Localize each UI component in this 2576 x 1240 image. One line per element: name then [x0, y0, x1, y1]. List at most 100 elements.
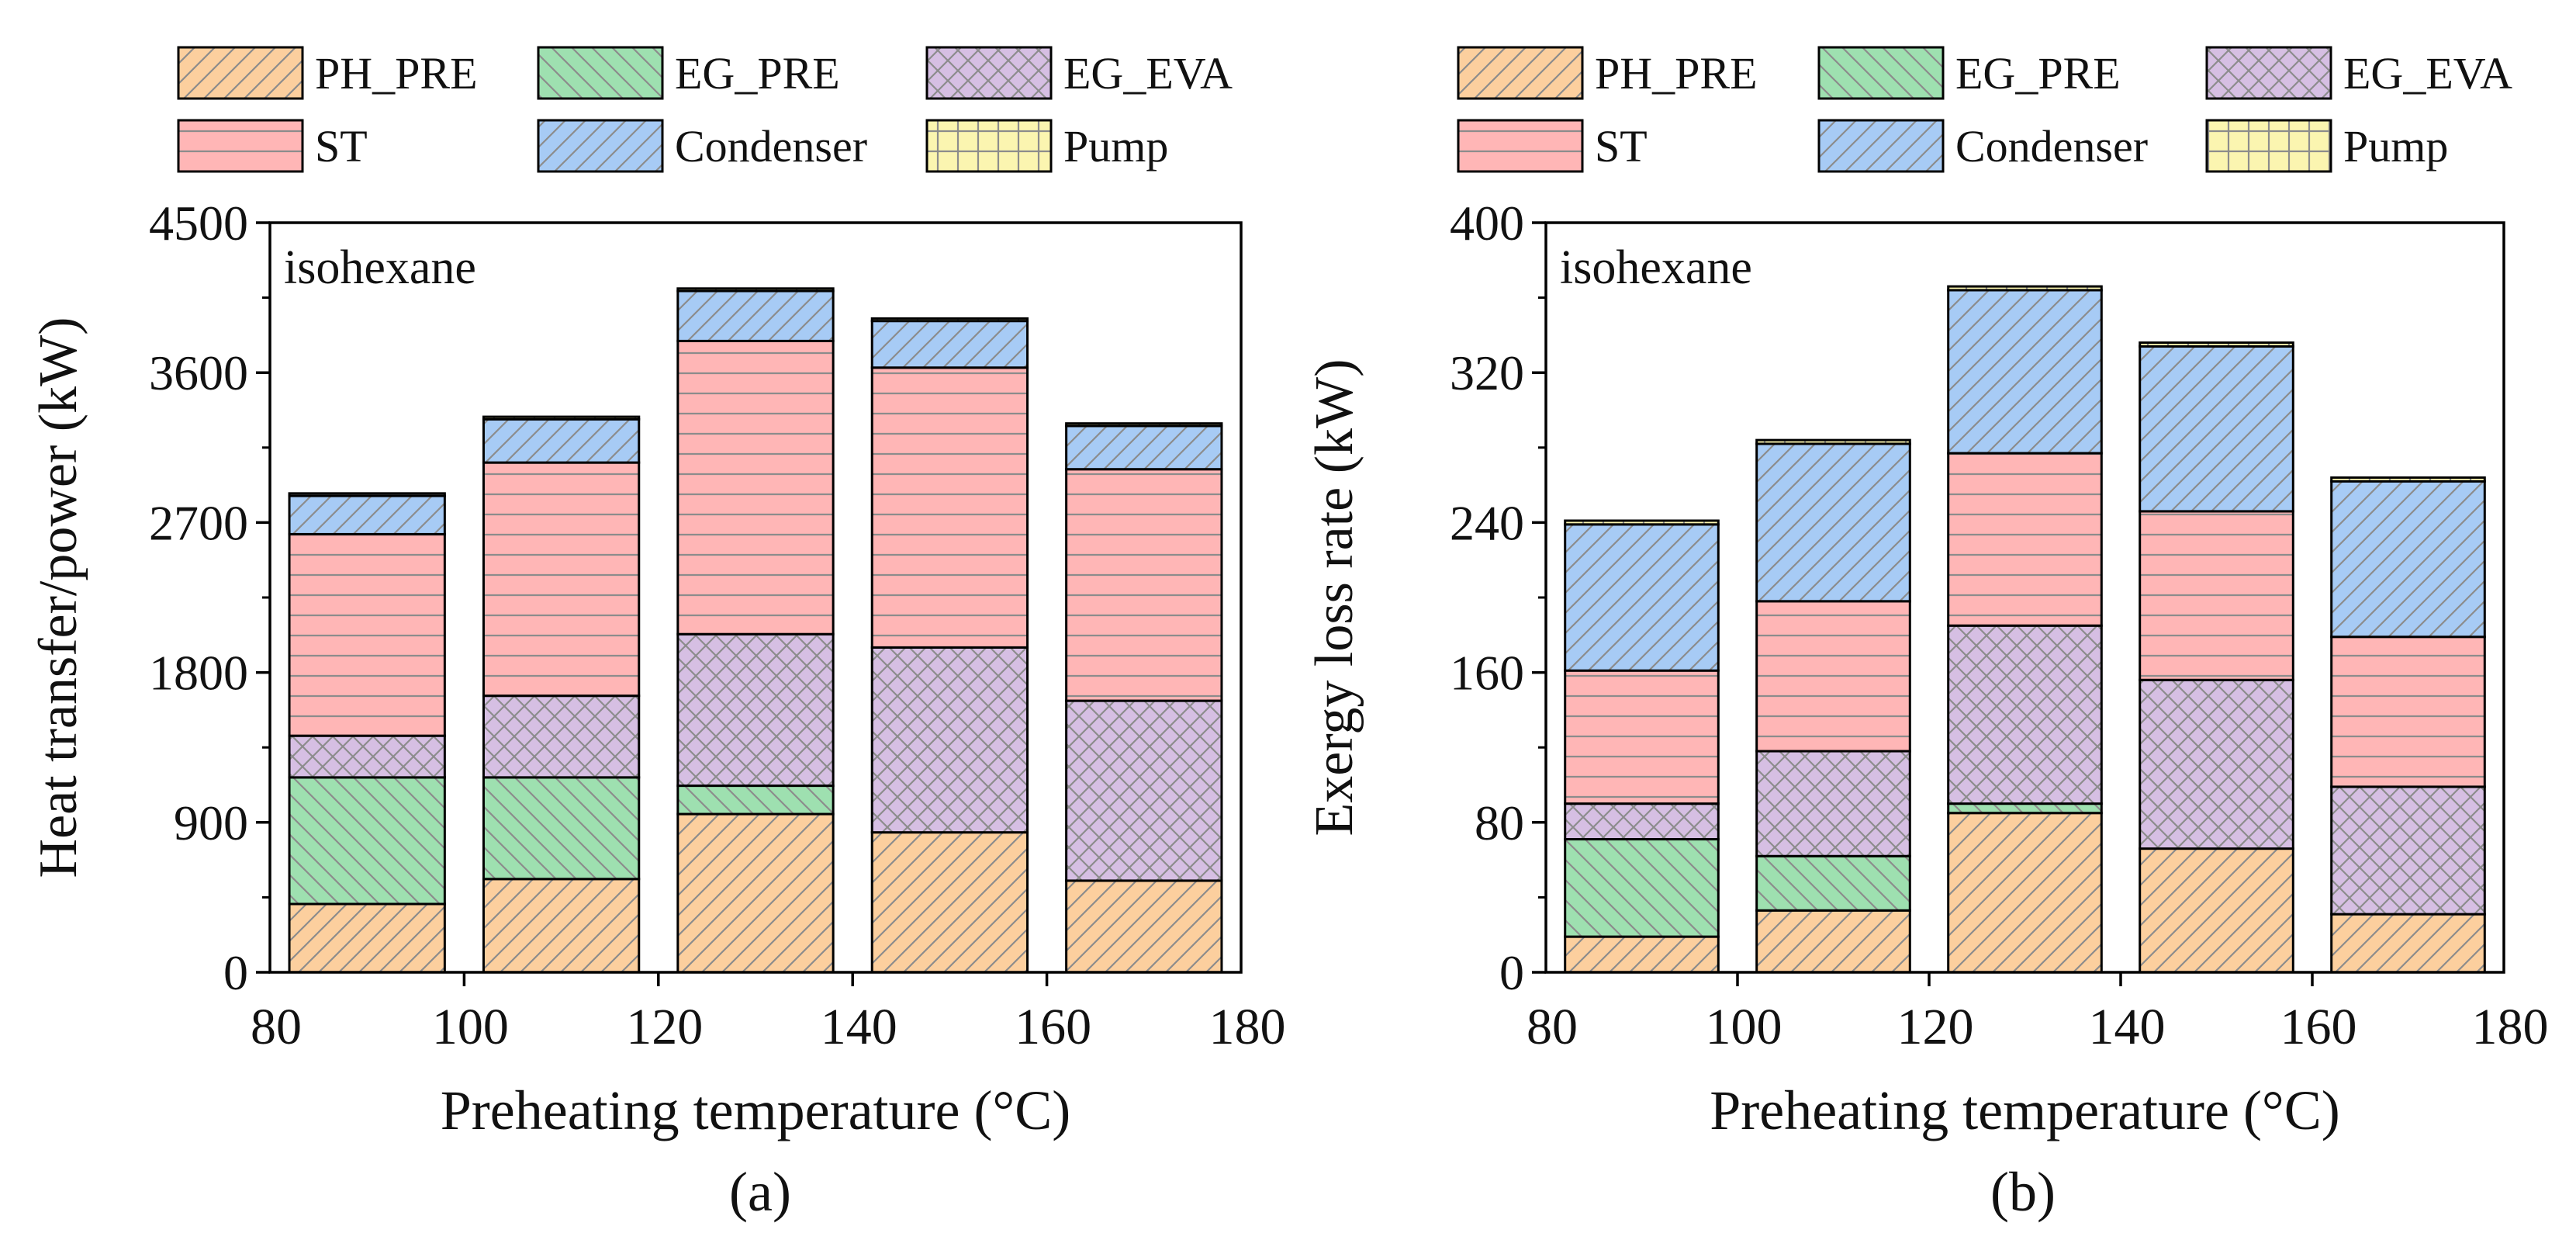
bar-segment-pump	[676, 287, 835, 293]
legend-item-pump: Pump	[925, 119, 1168, 173]
y-tick-label: 400	[1450, 196, 1524, 251]
legend-label-eg-pre: EG_PRE	[1955, 48, 2121, 99]
legend-item-eg-eva: EG_EVA	[925, 46, 1233, 100]
bar-segment-eg-eva	[1755, 750, 1911, 857]
legend-swatch-eg-pre	[537, 46, 664, 100]
y-tick-label: 0	[223, 945, 248, 1000]
x-tick-label: 140	[2089, 999, 2166, 1055]
bar-segment-st	[2139, 510, 2294, 681]
legend-item-eg-pre: EG_PRE	[537, 46, 840, 100]
bar-segment-ph-pre	[1065, 879, 1223, 974]
bar-segment-eg-eva	[1947, 624, 2103, 805]
y-tick-label: 900	[174, 795, 248, 850]
bar-segment-eg-eva	[1065, 699, 1223, 882]
bar-segment-st	[1065, 468, 1223, 702]
legend-label-st: ST	[1595, 121, 1648, 171]
y-tick-label: 4500	[149, 196, 248, 251]
y-axis: 0 900 1800 2700 3600 4500	[149, 196, 270, 1000]
bar-segment-ph-pre	[676, 812, 835, 974]
panel-caption: (b)	[1990, 1161, 2056, 1223]
bar-segment-condenser	[1947, 289, 2103, 455]
legend-item-pump: Pump	[2205, 119, 2448, 173]
x-tick-label: 180	[1209, 999, 1286, 1055]
x-axis: 80 100 120 140 160 180	[251, 972, 1286, 1055]
bar-segment-condenser	[2330, 480, 2486, 639]
bar-segment-condenser	[676, 289, 835, 342]
bar-segment-condenser	[1564, 523, 1720, 672]
bar-segment-condenser	[482, 417, 641, 464]
bar-segment-st	[676, 339, 835, 636]
bar-stack-3	[1947, 285, 2103, 974]
bar-segment-condenser	[1065, 424, 1223, 471]
legend-swatch-ph-pre	[1457, 46, 1584, 100]
x-axis: 80 100 120 140 160 180	[1527, 972, 2549, 1055]
legend-swatch-condenser	[537, 119, 664, 173]
bar-segment-st	[1947, 452, 2103, 627]
legend-item-condenser: Condenser	[537, 119, 867, 173]
legend-label-ph-pre: PH_PRE	[1595, 48, 1758, 99]
legend-item-st: ST	[1457, 119, 1648, 173]
legend-label-condenser: Condenser	[675, 121, 867, 171]
x-tick-label: 120	[1897, 999, 1974, 1055]
bar-segment-eg-pre	[288, 776, 446, 906]
legend: PH_PRE EG_PRE EG_EVA ST Condenser Pump	[1457, 46, 2512, 173]
legend-swatch-st	[177, 119, 304, 173]
bar-segment-pump	[2330, 476, 2486, 483]
y-tick-label: 0	[1499, 945, 1524, 1000]
bar-segment-pump	[288, 492, 446, 497]
y-tick-label: 320	[1450, 345, 1524, 400]
bar-stack-5	[1065, 422, 1223, 974]
bar-segment-eg-pre	[482, 776, 641, 881]
bar-stack-3	[676, 287, 835, 974]
legend-label-eg-eva: EG_EVA	[1063, 48, 1233, 99]
bar-segment-eg-eva	[482, 694, 641, 779]
x-tick-label: 100	[1706, 999, 1782, 1055]
legend-item-condenser: Condenser	[1817, 119, 2148, 173]
bar-segment-eg-pre	[1755, 854, 1911, 912]
bar-segment-condenser	[1755, 442, 1911, 603]
bar-stack-2	[482, 415, 641, 974]
legend-swatch-eg-pre	[1817, 46, 1945, 100]
bar-segment-ph-pre	[482, 878, 641, 974]
bar-segment-st	[1755, 600, 1911, 753]
bar-segment-ph-pre	[2330, 913, 2486, 974]
y-tick-label: 1800	[149, 646, 248, 701]
y-tick-label: 160	[1450, 646, 1524, 701]
y-tick-label: 80	[1475, 795, 1524, 850]
chart-panel-1: PH_PRE EG_PRE EG_EVA ST Condenser Pump 0 900 180…	[29, 46, 1286, 1223]
legend-swatch-st	[1457, 119, 1584, 173]
legend-item-ph-pre: PH_PRE	[177, 46, 478, 100]
bar-segment-st	[482, 461, 641, 698]
bar-segment-eg-eva	[676, 632, 835, 788]
legend-label-pump: Pump	[1063, 121, 1168, 171]
legend-swatch-pump	[925, 119, 1053, 173]
bar-segment-eg-eva	[1564, 802, 1720, 841]
bar-segment-ph-pre	[1755, 909, 1911, 974]
bars	[1564, 285, 2486, 974]
bar-segment-ph-pre	[870, 831, 1029, 974]
bar-stack-1	[1564, 519, 1720, 974]
fluid-annotation: isohexane	[284, 241, 476, 294]
y-axis: 0 80 160 240 320 400	[1450, 196, 1546, 1000]
legend-item-ph-pre: PH_PRE	[1457, 46, 1758, 100]
bar-segment-pump	[1947, 285, 2103, 292]
bar-segment-st	[288, 532, 446, 737]
bar-segment-ph-pre	[288, 902, 446, 974]
bar-segment-st	[2330, 636, 2486, 788]
x-tick-label: 80	[1527, 999, 1578, 1055]
bar-stack-2	[1755, 438, 1911, 974]
bar-segment-st	[870, 366, 1029, 649]
bar-segment-st	[1564, 669, 1720, 805]
legend: PH_PRE EG_PRE EG_EVA ST Condenser Pump	[177, 46, 1233, 173]
x-axis-title: Preheating temperature (°C)	[441, 1079, 1070, 1141]
bar-segment-ph-pre	[2139, 847, 2294, 974]
x-tick-label: 120	[626, 999, 703, 1055]
bar-stack-5	[2330, 476, 2486, 974]
bar-segment-condenser	[288, 494, 446, 535]
bar-segment-eg-eva	[288, 734, 446, 779]
legend-label-st: ST	[315, 121, 368, 171]
legend-swatch-pump	[2205, 119, 2332, 173]
bar-stack-1	[288, 492, 446, 974]
bar-segment-eg-pre	[1947, 802, 2103, 815]
